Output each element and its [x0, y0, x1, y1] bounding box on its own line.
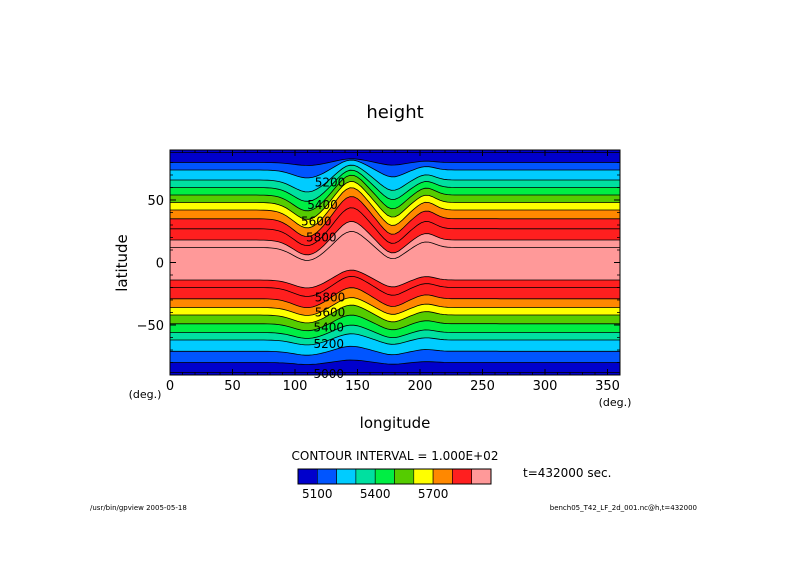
- y-tick-label: −50: [137, 319, 164, 334]
- y-axis-unit: (deg.): [129, 388, 162, 401]
- x-axis-unit: (deg.): [599, 396, 632, 409]
- contour-label: 5800: [306, 231, 337, 245]
- y-tick-label: 0: [156, 257, 164, 272]
- colorbar-swatch: [432, 468, 453, 485]
- contour-interval-text: CONTOUR INTERVAL = 1.000E+02: [292, 449, 499, 463]
- x-tick-label: 150: [345, 379, 370, 394]
- colorbar-swatch: [336, 468, 357, 485]
- x-tick-label: 100: [283, 379, 308, 394]
- y-tick-label: 50: [147, 194, 164, 209]
- colorbar-swatch: [355, 468, 376, 485]
- chart-title: height: [366, 102, 423, 123]
- colorbar-tick-label: 5400: [360, 487, 391, 501]
- y-axis: −50 0 50: [137, 162, 620, 363]
- colorbar-swatch: [452, 468, 472, 485]
- colorbar-swatch: [374, 468, 395, 485]
- colorbar-tick-label: 5100: [302, 487, 333, 501]
- x-tick-label: 50: [224, 379, 241, 394]
- time-text: t=432000 sec.: [523, 466, 611, 480]
- contour-fill-bands: [170, 150, 620, 375]
- x-tick-label: 350: [595, 379, 620, 394]
- colorbar-swatch: [471, 468, 492, 485]
- contour-label: 5000: [314, 367, 345, 381]
- contour-label: 5600: [315, 306, 346, 320]
- south-contour-band-9: [170, 359, 620, 375]
- x-tick-label: 250: [470, 379, 495, 394]
- contour-label: 5400: [307, 198, 338, 212]
- x-tick-label: 300: [533, 379, 558, 394]
- colorbar-swatch: [413, 468, 434, 485]
- contour-label: 5800: [315, 291, 346, 305]
- x-tick-label: 200: [408, 379, 433, 394]
- colorbar-frame: [297, 468, 492, 485]
- north-contour-band-10: [170, 150, 620, 166]
- colorbar-tick-label: 5700: [418, 487, 449, 501]
- footer-right: bench05_T42_LF_2d_001.nc@h,t=432000: [550, 504, 697, 512]
- x-axis-label: longitude: [360, 414, 431, 432]
- colorbar-swatch: [316, 468, 337, 485]
- x-tick-label: 0: [166, 379, 174, 394]
- colorbar: 5100 5400 5700: [297, 468, 492, 501]
- contour-label: 5200: [315, 176, 346, 190]
- footer-left: /usr/bin/gpview 2005-05-18: [90, 504, 187, 512]
- contour-label: 5200: [314, 337, 345, 351]
- contour-label: 5600: [301, 214, 332, 228]
- colorbar-swatch: [297, 468, 318, 485]
- colorbar-swatch: [394, 468, 415, 485]
- contour-label: 5400: [314, 321, 345, 335]
- y-axis-label: latitude: [113, 234, 131, 292]
- x-axis: 0 50 100 150 200 250 300 350: [166, 150, 621, 394]
